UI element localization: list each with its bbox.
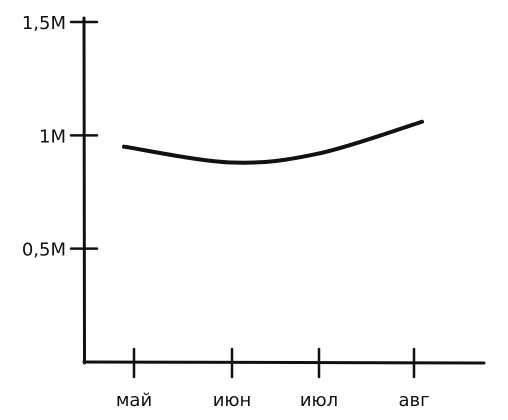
y-axis-line xyxy=(82,16,86,365)
x-tick-label: май xyxy=(116,390,152,411)
y-tick-label: 0,5M xyxy=(22,240,66,261)
series-line xyxy=(122,119,424,165)
axes xyxy=(82,16,486,365)
y-tick-label: 1M xyxy=(39,126,66,147)
x-tick-label: июл xyxy=(300,390,338,411)
x-tick-label: июн xyxy=(213,390,252,411)
series-layer xyxy=(122,119,424,165)
x-tick-label: авг xyxy=(398,390,429,411)
y-tick-label: 1,5M xyxy=(22,13,66,34)
tick-labels: 0,5M 1M 1,5M май июн июл авг xyxy=(22,13,430,411)
ticks xyxy=(69,20,416,379)
x-axis-line xyxy=(82,360,486,365)
